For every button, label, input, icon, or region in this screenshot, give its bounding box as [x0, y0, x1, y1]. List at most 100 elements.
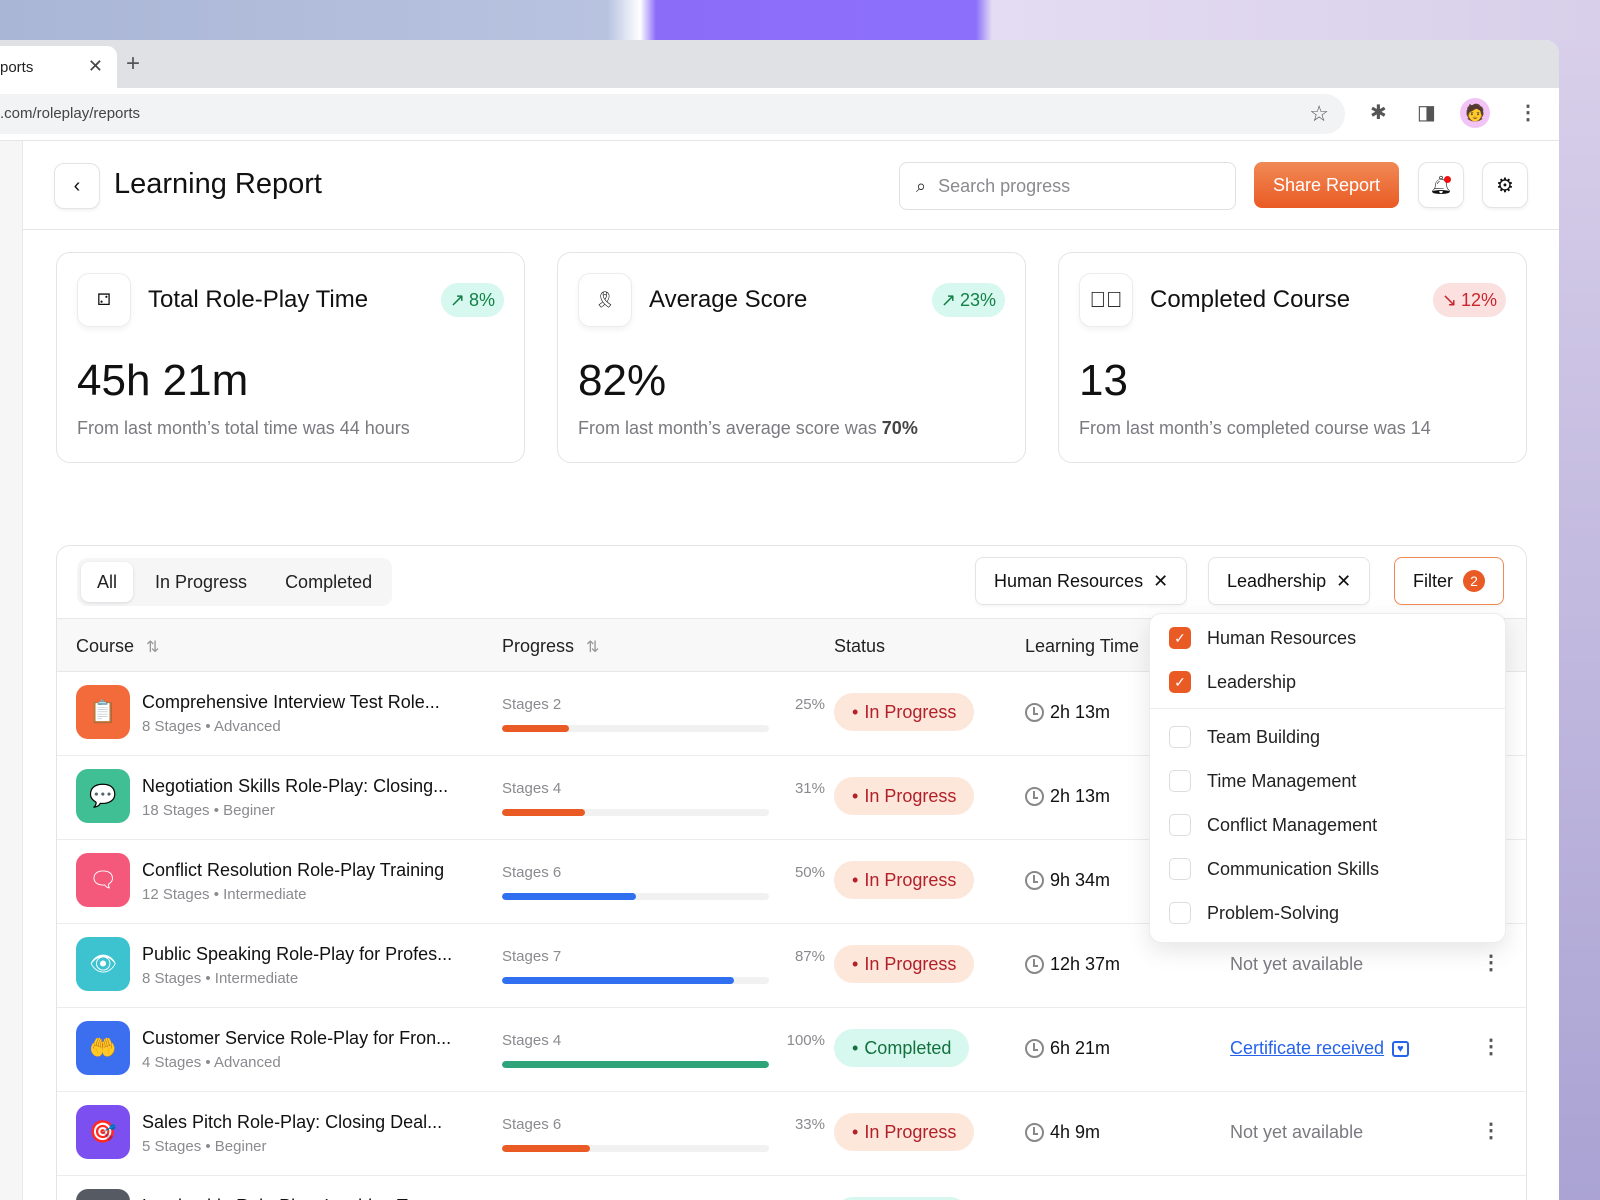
bookmark-star-icon[interactable]: ☆: [1309, 101, 1329, 126]
course-name[interactable]: Customer Service Role-Play for Fron...: [142, 1028, 452, 1048]
status-label: In Progress: [864, 869, 957, 890]
status-badge: • In Progress: [834, 1113, 975, 1151]
page-content: ‹ Learning Report ⌕ Search progress Share…: [0, 140, 1559, 1200]
clock-icon: [1025, 871, 1044, 890]
column-progress[interactable]: Progress ⇅: [502, 636, 599, 657]
checkbox[interactable]: [1169, 770, 1191, 792]
stages-label: Stages 6: [502, 1116, 562, 1133]
status-badge: • In Progress: [834, 861, 975, 899]
course-name[interactable]: Leadership Role-Play: Inspiring Teams: [142, 1196, 450, 1200]
stages-label: Stages 2: [502, 696, 562, 713]
trend-value: 23%: [959, 289, 996, 310]
column-label: Learning Time: [1025, 636, 1140, 656]
settings-button[interactable]: ⚙: [1482, 162, 1528, 208]
checkbox[interactable]: [1169, 858, 1191, 880]
course-name[interactable]: Negotiation Skills Role-Play: Closing...: [142, 776, 449, 796]
learning-time: 9h 34m: [1025, 870, 1110, 891]
checkbox[interactable]: ✓: [1169, 627, 1191, 649]
table-row[interactable]: 🎯 Sales Pitch Role-Play: Closing Deal...…: [57, 1092, 1526, 1176]
filter-option[interactable]: ✓ Human Resources: [1150, 616, 1505, 660]
filter-option[interactable]: Communication Skills: [1150, 847, 1505, 891]
filter-option[interactable]: Conflict Management: [1150, 803, 1505, 847]
checkbox[interactable]: [1169, 726, 1191, 748]
course-meta: 5 Stages • Beginer: [142, 1138, 267, 1155]
checkbox[interactable]: ✓: [1169, 671, 1191, 693]
row-menu-icon[interactable]: ⋮: [1481, 1036, 1501, 1058]
filter-button[interactable]: Filter 2: [1394, 557, 1504, 605]
option-label: Team Building: [1207, 726, 1321, 747]
certificate-icon[interactable]: ♥: [1392, 1040, 1409, 1057]
progress-fill: [502, 1145, 591, 1152]
stages-label: Stages 4: [502, 1032, 562, 1049]
side-panel-icon[interactable]: ◨: [1417, 102, 1436, 124]
course-meta: 12 Stages • Intermediate: [142, 886, 307, 903]
filter-label: Filter: [1413, 570, 1453, 591]
new-tab-icon[interactable]: +: [126, 50, 141, 77]
tab-in-progress[interactable]: In Progress: [155, 571, 248, 592]
profile-avatar[interactable]: 🧑: [1460, 98, 1490, 128]
tab-all[interactable]: All: [81, 562, 134, 602]
progress-percent: 31%: [794, 780, 825, 797]
table-row[interactable]: 👁 Public Speaking Role-Play for Profes..…: [57, 924, 1526, 1008]
time-value: 2h 13m: [1050, 702, 1111, 722]
notifications-button[interactable]: 🔔︎: [1418, 162, 1464, 208]
row-menu-icon[interactable]: ⋮: [1481, 1120, 1501, 1142]
option-label: Time Management: [1207, 770, 1357, 791]
filter-chip-human-resources[interactable]: Human Resources ✕: [975, 557, 1188, 605]
table-row[interactable]: 📋 Comprehensive Interview Test Role... 8…: [57, 672, 1526, 756]
progress-percent: 87%: [794, 948, 825, 965]
table-row[interactable]: 👥 Leadership Role-Play: Inspiring Teams …: [57, 1176, 1526, 1200]
progress-bar: [502, 1145, 769, 1152]
search-input[interactable]: ⌕ Search progress: [899, 162, 1236, 210]
certificate-text[interactable]: Certificate received: [1230, 1038, 1385, 1058]
check-circle-icon: ✓⃝: [1079, 273, 1133, 327]
subtitle-highlight: 70%: [881, 418, 918, 438]
back-button[interactable]: ‹: [54, 163, 100, 209]
progress-fill: [502, 725, 569, 732]
option-label: Communication Skills: [1207, 858, 1380, 879]
status-dot: •: [852, 701, 859, 722]
progress-bar: [502, 893, 769, 900]
status-badge: •Completed: [834, 1197, 970, 1200]
browser-tab[interactable]: ports ✕: [0, 46, 117, 88]
remove-chip-icon[interactable]: ✕: [1153, 570, 1169, 591]
share-report-button[interactable]: Share Report: [1254, 162, 1399, 208]
table-row[interactable]: 💬 Negotiation Skills Role-Play: Closing.…: [57, 756, 1526, 840]
checkbox[interactable]: [1169, 814, 1191, 836]
close-tab-icon[interactable]: ✕: [87, 56, 103, 76]
sort-icon[interactable]: ⇅: [586, 638, 600, 656]
clock-icon: [1025, 787, 1044, 806]
course-name[interactable]: Public Speaking Role-Play for Profes...: [142, 944, 453, 964]
course-name[interactable]: Comprehensive Interview Test Role...: [142, 692, 440, 712]
stat-subtitle: From last month’s completed course was 1…: [1079, 418, 1431, 439]
remove-chip-icon[interactable]: ✕: [1336, 570, 1352, 591]
extensions-icon[interactable]: ✱: [1370, 102, 1387, 124]
progress-fill: [502, 1061, 769, 1068]
learning-time: 4h 9m: [1025, 1122, 1100, 1143]
course-name[interactable]: Conflict Resolution Role-Play Training: [142, 860, 445, 880]
certificate-status[interactable]: Certificate received ♥: [1230, 1038, 1409, 1059]
row-menu-icon[interactable]: ⋮: [1481, 952, 1501, 974]
browser-window: ports ✕ + .com/roleplay/reports ☆ ✱ ◨ 🧑 ⋮ …: [0, 40, 1559, 1200]
filter-chip-leadership[interactable]: Leadhership ✕: [1208, 557, 1371, 605]
filter-option[interactable]: ✓ Leadership: [1150, 660, 1505, 704]
subtitle-text: From last month’s completed course was 1…: [1079, 418, 1431, 438]
course-name[interactable]: Sales Pitch Role-Play: Closing Deal...: [142, 1112, 443, 1132]
column-label: Progress: [502, 636, 575, 656]
filter-option[interactable]: Time Management: [1150, 759, 1505, 803]
tab-completed[interactable]: Completed: [285, 571, 373, 592]
filter-option[interactable]: Problem-Solving: [1150, 891, 1505, 935]
checkbox[interactable]: [1169, 902, 1191, 924]
trend-up-icon: ↗: [940, 289, 956, 310]
browser-menu-icon[interactable]: ⋮: [1518, 102, 1538, 124]
notification-dot: [1444, 176, 1451, 183]
column-course[interactable]: Course ⇅: [76, 636, 159, 657]
table-row[interactable]: 🤲 Customer Service Role-Play for Fron...…: [57, 1008, 1526, 1092]
table-row[interactable]: 🗨 Conflict Resolution Role-Play Training…: [57, 840, 1526, 924]
status-label: In Progress: [864, 701, 957, 722]
sort-icon[interactable]: ⇅: [146, 638, 160, 656]
filter-option[interactable]: Team Building: [1150, 715, 1505, 759]
tab-title: ports: [0, 59, 34, 76]
address-bar[interactable]: .com/roleplay/reports ☆: [0, 94, 1345, 134]
stages-label: Stages 7: [502, 948, 562, 965]
